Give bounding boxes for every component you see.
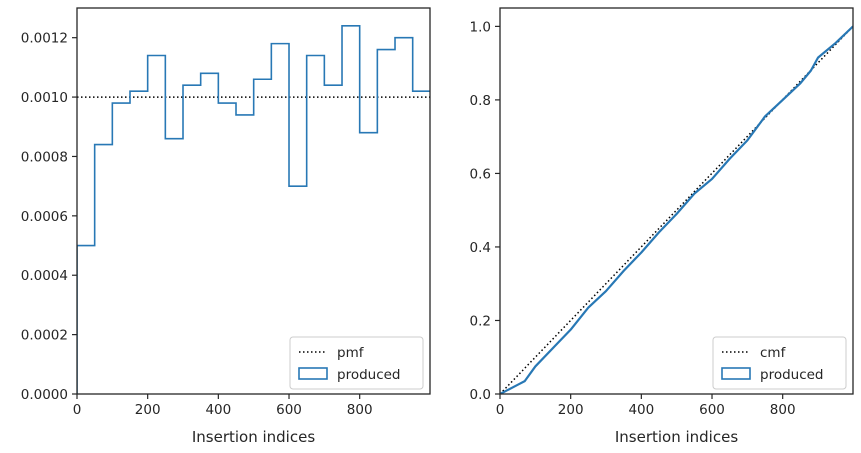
- y-tick-label: 0.0000: [21, 387, 68, 403]
- y-tick-label: 0.0004: [21, 268, 68, 284]
- histogram-bin: [95, 145, 113, 394]
- chart-right-cmf: 0 200 400 600 800 0.0 0.2 0.4 0.6 0.8 1.0 Insertion…: [470, 7, 854, 446]
- legend: cmf produced: [712, 336, 847, 390]
- y-tick-label: 0.0006: [21, 209, 68, 225]
- histogram-bin: [201, 73, 219, 394]
- series-produced-line: [500, 25, 853, 394]
- y-tick-label: 0.0: [470, 387, 491, 403]
- histogram-bin: [130, 91, 148, 394]
- plot-area: [77, 25, 430, 394]
- x-tick-label: 600: [276, 402, 302, 418]
- y-tick-label: 0.0008: [21, 149, 68, 165]
- histogram-bin: [254, 79, 272, 394]
- x-tick-label: 400: [205, 402, 231, 418]
- x-tick-label: 400: [628, 402, 654, 418]
- histogram-bin: [236, 115, 254, 394]
- histogram-bin: [77, 246, 95, 394]
- x-tick-label: 800: [770, 402, 796, 418]
- histogram-bin: [165, 139, 183, 394]
- x-tick-label: 0: [496, 402, 505, 418]
- x-axis-label: Insertion indices: [192, 428, 315, 446]
- y-tick-label: 1.0: [470, 19, 491, 35]
- histogram-bin: [112, 103, 130, 394]
- plot-area: [500, 25, 853, 394]
- chart-left-pmf: 0 200 400 600 800 0.0000 0.0002 0.0004 0.0006 0.0…: [21, 7, 431, 446]
- legend-box: [712, 336, 847, 390]
- y-tick-label: 0.0010: [21, 90, 68, 106]
- y-tick-label: 0.0002: [21, 328, 68, 344]
- histogram-bin: [183, 85, 201, 394]
- legend-produced-swatch: [721, 367, 751, 380]
- y-tick-label: 0.4: [470, 240, 491, 256]
- legend-cmf-label: cmf: [760, 345, 787, 361]
- axes-frame: [499, 7, 854, 395]
- legend-produced-swatch: [298, 367, 328, 380]
- x-tick-label: 600: [699, 402, 725, 418]
- legend-box: [289, 336, 424, 390]
- y-tick-label: 0.6: [470, 166, 491, 182]
- legend-pmf-label: pmf: [337, 345, 365, 361]
- y-tick-label: 0.0012: [21, 31, 68, 47]
- legend-produced-label: produced: [760, 367, 824, 383]
- histogram-bin: [148, 56, 166, 394]
- x-axis-label: Insertion indices: [615, 428, 738, 446]
- series-produced-step-outline: [77, 25, 430, 394]
- y-tick-label: 0.8: [470, 93, 491, 109]
- legend-produced-label: produced: [337, 367, 401, 383]
- x-tick-label: 0: [73, 402, 82, 418]
- y-tick-label: 0.2: [470, 313, 491, 329]
- histogram-bin: [218, 103, 236, 394]
- x-tick-label: 200: [135, 402, 161, 418]
- histogram-bin: [271, 44, 289, 394]
- axes-frame: [76, 7, 431, 395]
- x-tick-label: 800: [347, 402, 373, 418]
- legend: pmf produced: [289, 336, 424, 390]
- x-tick-label: 200: [558, 402, 584, 418]
